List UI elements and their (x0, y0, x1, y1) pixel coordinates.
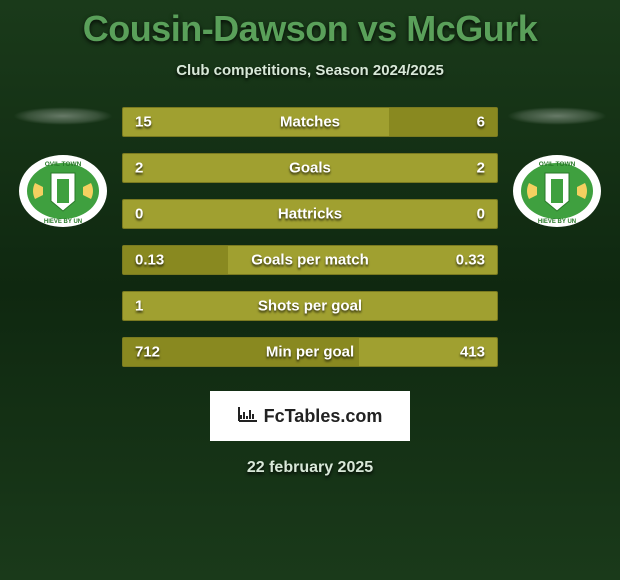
stat-value-left: 2 (135, 160, 143, 177)
stat-label: Goals per match (251, 252, 369, 269)
stat-bar: 15 Matches 6 (122, 107, 498, 137)
stat-label: Shots per goal (258, 298, 362, 315)
stat-value-left: 0 (135, 206, 143, 223)
stat-label: Matches (280, 114, 340, 131)
player-left-column: OVIL TOWN HIEVE BY UN (8, 107, 118, 229)
club-badge-left: OVIL TOWN HIEVE BY UN (17, 153, 109, 229)
footer-date: 22 february 2025 (0, 459, 620, 477)
player-right-silhouette (507, 107, 607, 125)
stat-value-right: 413 (460, 344, 485, 361)
chart-icon (238, 406, 258, 427)
stat-bar: 712 Min per goal 413 (122, 337, 498, 367)
footer-brand-logo[interactable]: FcTables.com (210, 391, 410, 441)
stat-value-left: 1 (135, 298, 143, 315)
stat-bar: 0 Hattricks 0 (122, 199, 498, 229)
badge-text-top: OVIL TOWN (539, 161, 576, 168)
stat-bar: 1 Shots per goal (122, 291, 498, 321)
stat-label: Min per goal (266, 344, 354, 361)
stat-value-right: 0 (477, 206, 485, 223)
player-left-silhouette (13, 107, 113, 125)
stat-value-left: 0.13 (135, 252, 164, 269)
content-area: OVIL TOWN HIEVE BY UN 15 Matches 6 2 Goals 2 0… (0, 107, 620, 383)
stat-value-left: 712 (135, 344, 160, 361)
player-right-column: OVIL TOWN HIEVE BY UN (502, 107, 612, 229)
stat-value-right: 2 (477, 160, 485, 177)
badge-text-top: OVIL TOWN (45, 161, 82, 168)
comparison-subtitle: Club competitions, Season 2024/2025 (0, 62, 620, 79)
stat-label: Goals (289, 160, 331, 177)
stat-bar: 0.13 Goals per match 0.33 (122, 245, 498, 275)
club-badge-right: OVIL TOWN HIEVE BY UN (511, 153, 603, 229)
comparison-title: Cousin-Dawson vs McGurk (0, 0, 620, 50)
stat-value-right: 6 (477, 114, 485, 131)
stat-value-right: 0.33 (456, 252, 485, 269)
stat-value-left: 15 (135, 114, 152, 131)
badge-text-bottom: HIEVE BY UN (538, 219, 576, 225)
footer-brand-text: FcTables.com (264, 406, 383, 427)
stats-bars: 15 Matches 6 2 Goals 2 0 Hattricks 0 0.13 Goals pe… (118, 107, 502, 383)
stat-bar: 2 Goals 2 (122, 153, 498, 183)
badge-text-bottom: HIEVE BY UN (44, 219, 82, 225)
stat-label: Hattricks (278, 206, 342, 223)
